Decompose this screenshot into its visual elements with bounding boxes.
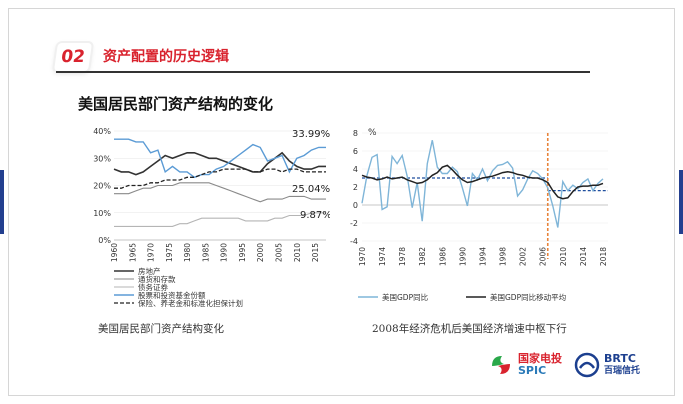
series-line: [114, 212, 326, 227]
left-chart-caption: 美国居民部门资产结构变化: [98, 323, 224, 335]
series-line: [114, 168, 326, 189]
legend: 美国GDP同比 美国GDP同比移动平均: [358, 292, 566, 302]
annotation-25-04: 25.04%: [292, 184, 330, 195]
y-tick-label: 20%: [93, 182, 111, 191]
brtc-logo-icon: [574, 352, 600, 378]
x-tick-label: 2006: [539, 247, 548, 266]
x-tick-label: 1994: [478, 247, 487, 266]
y-tick-label: 4: [353, 165, 358, 174]
legend-label: 房地产: [138, 266, 161, 276]
x-tick-label: 1970: [358, 247, 367, 266]
grid: [114, 130, 326, 241]
series-line: [114, 182, 326, 203]
series-line: [361, 140, 604, 228]
x-tick-label: 1980: [183, 243, 192, 262]
y-tick-label: 0: [353, 201, 358, 210]
x-tick-label: 1982: [418, 247, 427, 266]
y-tick-label: 40%: [93, 127, 111, 136]
brtc-logo: BRTC 百瑞信托: [574, 352, 640, 378]
slide-subtitle: 美国居民部门资产结构的变化: [78, 95, 274, 113]
x-tick-label: 2010: [559, 247, 568, 266]
right-edge-bar: [679, 170, 683, 234]
x-tick-label: 1975: [165, 243, 174, 262]
y-tick-label: 0%: [98, 236, 111, 245]
reference-lines: [362, 133, 608, 259]
x-tick-label: 1998: [499, 247, 508, 266]
x-tick-label: 2000: [256, 243, 265, 262]
series-line: [361, 164, 604, 200]
legend-label: 债务证券: [138, 282, 168, 292]
x-tick-label: 2014: [579, 247, 588, 266]
y-tick-label: 2: [353, 183, 358, 192]
brtc-en: BRTC: [604, 352, 636, 365]
y-tick-label: -2: [350, 219, 358, 228]
x-tick-label: 1986: [438, 247, 447, 266]
asset-structure-chart: 0%10%20%30%40% 1960 1965 1970 1975 1980 1985 1…: [93, 127, 330, 308]
x-ticks: 1970 1974 1978 1982 1986 1990 1994 1998 2002 2006…: [358, 247, 608, 266]
annotation-9-87: 9.87%: [300, 210, 330, 221]
y-ticks: 0% 10% 20% 30% 40%: [93, 127, 111, 245]
x-ticks: 1960 1965 1970 1975 1980 1985 1990 1995 2000 2005…: [110, 243, 320, 262]
x-tick-label: 1985: [201, 243, 210, 262]
x-tick-label: 1990: [458, 247, 467, 266]
section-title: 资产配置的历史逻辑: [103, 49, 229, 65]
legend-label: 通货和存款: [138, 274, 176, 284]
x-tick-label: 2002: [519, 247, 528, 266]
x-tick-label: 1965: [128, 243, 137, 262]
x-tick-label: 1978: [398, 247, 407, 266]
header-divider: [56, 71, 590, 73]
y-tick-label: 30%: [93, 154, 111, 163]
x-tick-label: 1990: [220, 243, 229, 262]
left-edge-bar: [0, 170, 4, 234]
legend-label: 股票和投资基金份额: [138, 290, 206, 300]
x-tick-label: 2005: [274, 243, 283, 262]
series-lines: [113, 138, 326, 227]
x-tick-label: 1960: [110, 243, 119, 262]
y-ticks: -4 -2 0 2 4 6 8: [350, 129, 358, 246]
x-tick-label: 2010: [293, 243, 302, 262]
grid: [362, 132, 608, 242]
spic-cn: 国家电投: [518, 352, 562, 365]
x-tick-label: 2018: [599, 247, 608, 266]
legend-label: 美国GDP同比移动平均: [490, 292, 566, 302]
spic-en: SPIC: [518, 364, 547, 377]
y-tick-label: 10%: [93, 209, 111, 218]
spic-logo-icon: [492, 356, 510, 374]
section-badge: 02: [54, 43, 92, 71]
spic-logo: 国家电投 SPIC: [488, 352, 562, 378]
series-line: [113, 151, 326, 176]
x-tick-label: 2015: [311, 243, 320, 262]
y-tick-label: -4: [350, 237, 358, 246]
brtc-cn: 百瑞信托: [604, 366, 641, 376]
series-lines: [361, 140, 604, 228]
legend-label: 保险、养老金和标准化担保计划: [138, 298, 243, 308]
annotation-33-99: 33.99%: [292, 129, 330, 140]
x-tick-label: 1995: [238, 243, 247, 262]
y-tick-label: 6: [353, 147, 358, 156]
y-tick-label: 8: [353, 129, 358, 138]
x-tick-label: 1970: [147, 243, 156, 262]
right-chart-caption: 2008年经济危机后美国经济增速中枢下行: [372, 323, 567, 335]
legend-label: 美国GDP同比: [382, 292, 429, 302]
x-tick-label: 1974: [378, 247, 387, 266]
